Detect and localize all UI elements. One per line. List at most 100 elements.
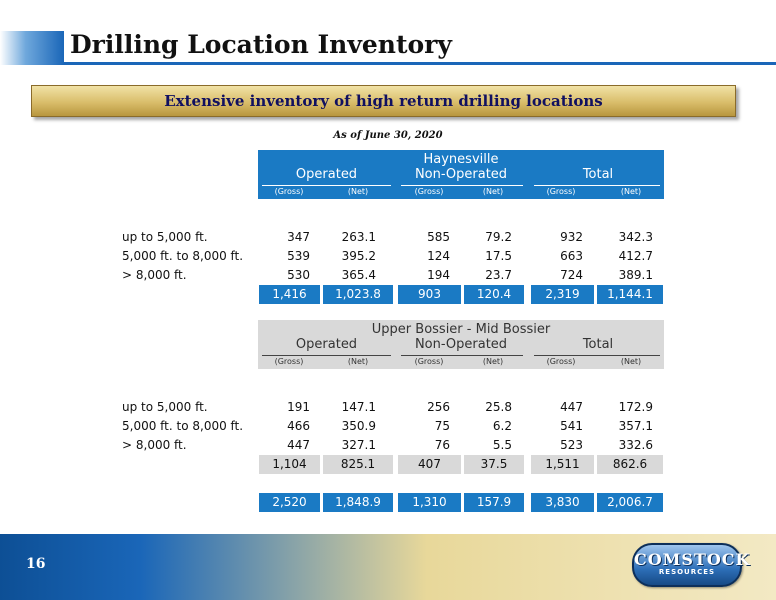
total-cell: 120.4: [464, 285, 524, 304]
cell: 172.9: [618, 400, 653, 414]
cell: 75: [434, 419, 450, 433]
cell: 447: [287, 438, 310, 452]
cell: 6.2: [492, 419, 512, 433]
cell: 447: [560, 400, 583, 414]
cell: 530: [287, 268, 310, 282]
cell: 541: [560, 419, 583, 433]
cell: 194: [427, 268, 450, 282]
total-cell: 1,511: [531, 455, 594, 474]
page-number: 16: [26, 556, 46, 572]
cell: 389.1: [618, 268, 653, 282]
cell: 523: [560, 438, 583, 452]
cell: 147.1: [341, 400, 376, 414]
cell: 347: [287, 230, 310, 244]
cell: 395.2: [341, 249, 376, 263]
cell: 365.4: [341, 268, 376, 282]
col-net: (Net): [482, 357, 504, 366]
cell: 17.5: [485, 249, 512, 263]
col-gross: (Gross): [274, 187, 304, 196]
cell: 79.2: [485, 230, 512, 244]
table-header: Haynesville Operated Non-Operated Total …: [258, 150, 664, 199]
page-title: Drilling Location Inventory: [70, 30, 452, 59]
cell: 191: [287, 400, 310, 414]
logo-subtext: RESOURCES: [658, 568, 716, 576]
grand-total-cell: 3,830: [531, 493, 594, 512]
cell: 663: [560, 249, 583, 263]
grand-total-cell: 157.9: [464, 493, 524, 512]
total-cell: 1,023.8: [323, 285, 393, 304]
table-row: > 8,000 ft. 447 327.1 76 5.5 523 332.6: [0, 438, 776, 456]
header-rule: [401, 355, 523, 356]
total-cell: 37.5: [464, 455, 524, 474]
grand-total-cell: 2,006.7: [597, 493, 663, 512]
cell: 332.6: [618, 438, 653, 452]
cell: 5.5: [492, 438, 512, 452]
header-rule: [534, 355, 660, 356]
cell: 256: [427, 400, 450, 414]
banner: Extensive inventory of high return drill…: [31, 85, 736, 117]
cell: 76: [434, 438, 450, 452]
group-total: Total: [582, 167, 614, 182]
cell: 357.1: [618, 419, 653, 433]
table-header: Upper Bossier - Mid Bossier Operated Non…: [258, 320, 664, 369]
title-bar: Drilling Location Inventory: [0, 30, 776, 65]
total-cell: 407: [398, 455, 461, 474]
grand-total-cell: 1,310: [398, 493, 461, 512]
total-cell: 1,416: [259, 285, 320, 304]
cell: 932: [560, 230, 583, 244]
total-cell: 2,319: [531, 285, 594, 304]
header-rule: [262, 355, 391, 356]
row-label: up to 5,000 ft.: [122, 230, 208, 244]
col-net: (Net): [620, 187, 642, 196]
header-rule: [401, 185, 523, 186]
group-non-operated: Non-Operated: [414, 167, 508, 182]
table-row: up to 5,000 ft. 347 263.1 585 79.2 932 3…: [0, 230, 776, 248]
table-row: 5,000 ft. to 8,000 ft. 466 350.9 75 6.2 …: [0, 419, 776, 437]
cell: 466: [287, 419, 310, 433]
comstock-logo: COMSTOCK RESOURCES: [632, 543, 751, 587]
total-cell: 825.1: [323, 455, 393, 474]
col-net: (Net): [347, 357, 369, 366]
cell: 263.1: [341, 230, 376, 244]
cell: 350.9: [341, 419, 376, 433]
group-operated: Operated: [295, 337, 358, 352]
header-rule: [262, 185, 391, 186]
row-label: 5,000 ft. to 8,000 ft.: [122, 419, 244, 433]
cell: 124: [427, 249, 450, 263]
total-cell: 862.6: [597, 455, 663, 474]
col-net: (Net): [482, 187, 504, 196]
table-title: Haynesville: [423, 152, 499, 167]
header-rule: [534, 185, 660, 186]
table-row: 5,000 ft. to 8,000 ft. 539 395.2 124 17.…: [0, 249, 776, 267]
logo-wordmark: COMSTOCK: [634, 550, 751, 569]
banner-text: Extensive inventory of high return drill…: [164, 92, 603, 110]
group-total: Total: [582, 337, 614, 352]
grand-total-cell: 1,848.9: [323, 493, 393, 512]
cell: 585: [427, 230, 450, 244]
total-cell: 1,144.1: [597, 285, 663, 304]
row-label: up to 5,000 ft.: [122, 400, 208, 414]
cell: 23.7: [485, 268, 512, 282]
total-cell: 1,104: [259, 455, 320, 474]
group-operated: Operated: [295, 167, 358, 182]
cell: 412.7: [618, 249, 653, 263]
col-net: (Net): [347, 187, 369, 196]
col-gross: (Gross): [546, 187, 576, 196]
grand-total-cell: 2,520: [259, 493, 320, 512]
row-label: > 8,000 ft.: [122, 438, 187, 452]
row-label: > 8,000 ft.: [122, 268, 187, 282]
col-gross: (Gross): [414, 187, 444, 196]
title-accent: [0, 31, 64, 65]
cell: 724: [560, 268, 583, 282]
col-gross: (Gross): [274, 357, 304, 366]
table-row: > 8,000 ft. 530 365.4 194 23.7 724 389.1: [0, 268, 776, 286]
row-label: 5,000 ft. to 8,000 ft.: [122, 249, 244, 263]
cell: 327.1: [341, 438, 376, 452]
title-underline: [64, 62, 776, 65]
table-title: Upper Bossier - Mid Bossier: [371, 322, 551, 337]
cell: 539: [287, 249, 310, 263]
col-gross: (Gross): [546, 357, 576, 366]
col-gross: (Gross): [414, 357, 444, 366]
cell: 342.3: [618, 230, 653, 244]
total-cell: 903: [398, 285, 461, 304]
